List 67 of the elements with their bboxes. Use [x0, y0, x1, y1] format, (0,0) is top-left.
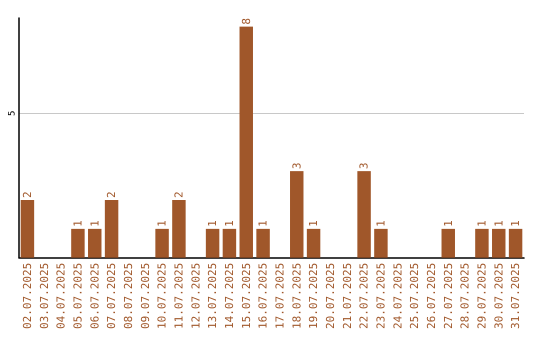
x-tick-label: 29.07.2025: [475, 262, 488, 330]
x-tick-label: 27.07.2025: [442, 262, 455, 330]
bar: [475, 228, 489, 258]
x-tick-label: 22.07.2025: [358, 262, 371, 330]
x-tick-label: 16.07.2025: [256, 262, 270, 330]
x-tick-label: 20.07.2025: [324, 262, 337, 330]
bar: [172, 200, 186, 258]
x-tick-label: 18.07.2025: [290, 262, 304, 330]
x-tick-label: 12.07.2025: [189, 262, 202, 330]
bar: [374, 228, 388, 258]
x-tick-label: 13.07.2025: [206, 262, 220, 330]
x-tick-label: 07.07.2025: [105, 262, 118, 330]
x-tick-label: 15.07.2025: [240, 262, 253, 330]
data-label: 1: [475, 220, 488, 227]
x-tick-label: 17.07.2025: [273, 262, 286, 330]
data-label: 2: [105, 191, 118, 198]
data-label: 1: [206, 220, 220, 227]
bar: [71, 228, 85, 258]
data-label: 1: [307, 220, 320, 227]
bar: [442, 228, 455, 258]
x-tick-label: 06.07.2025: [88, 262, 102, 330]
bar: [240, 26, 253, 258]
x-tick-label: 10.07.2025: [156, 262, 169, 330]
data-label: 1: [374, 220, 388, 227]
y-tick-label: 5: [8, 110, 18, 116]
bar: [357, 171, 371, 258]
bar: [508, 228, 522, 258]
bar: [222, 228, 236, 258]
x-tick-label: 25.07.2025: [408, 262, 422, 330]
bar: [88, 228, 102, 258]
x-tick-label: 28.07.2025: [458, 262, 472, 330]
x-tick-label: 26.07.2025: [424, 262, 438, 330]
x-tick-label: 11.07.2025: [172, 262, 186, 330]
data-label: 1: [509, 220, 522, 227]
x-tick-label: 31.07.2025: [509, 262, 522, 330]
data-label: 1: [256, 220, 270, 227]
data-label: 1: [222, 220, 236, 227]
x-tick-label: 23.07.2025: [374, 262, 388, 330]
bar: [206, 228, 220, 258]
data-label: 3: [290, 162, 304, 170]
x-tick-label: 03.07.2025: [38, 262, 51, 330]
bar: [155, 228, 169, 258]
data-label: 1: [88, 220, 102, 227]
data-label: 8: [240, 18, 253, 25]
x-tick-label: 21.07.2025: [340, 262, 354, 330]
x-tick-label: 24.07.2025: [391, 262, 404, 330]
x-tick-label: 19.07.2025: [307, 262, 320, 330]
data-label: 3: [358, 162, 371, 170]
bar: [20, 200, 34, 258]
bar: [256, 228, 270, 258]
x-tick-label: 02.07.2025: [20, 262, 34, 330]
bar: [104, 200, 118, 258]
bar: [492, 228, 506, 258]
bar: [290, 171, 304, 258]
data-label: 1: [71, 220, 84, 227]
data-label: 1: [442, 220, 455, 227]
x-tick-label: 08.07.2025: [122, 262, 135, 330]
x-tick-label: 05.07.2025: [71, 262, 84, 330]
data-label: 2: [20, 191, 34, 198]
x-tick-label: 30.07.2025: [492, 262, 506, 330]
x-tick-label: 14.07.2025: [222, 262, 236, 330]
data-label: 1: [156, 220, 169, 227]
data-label: 1: [492, 220, 506, 227]
x-tick-label: 09.07.2025: [138, 262, 152, 330]
data-label: 2: [172, 191, 186, 198]
x-tick-label: 04.07.2025: [54, 262, 68, 330]
bar: [306, 228, 320, 258]
